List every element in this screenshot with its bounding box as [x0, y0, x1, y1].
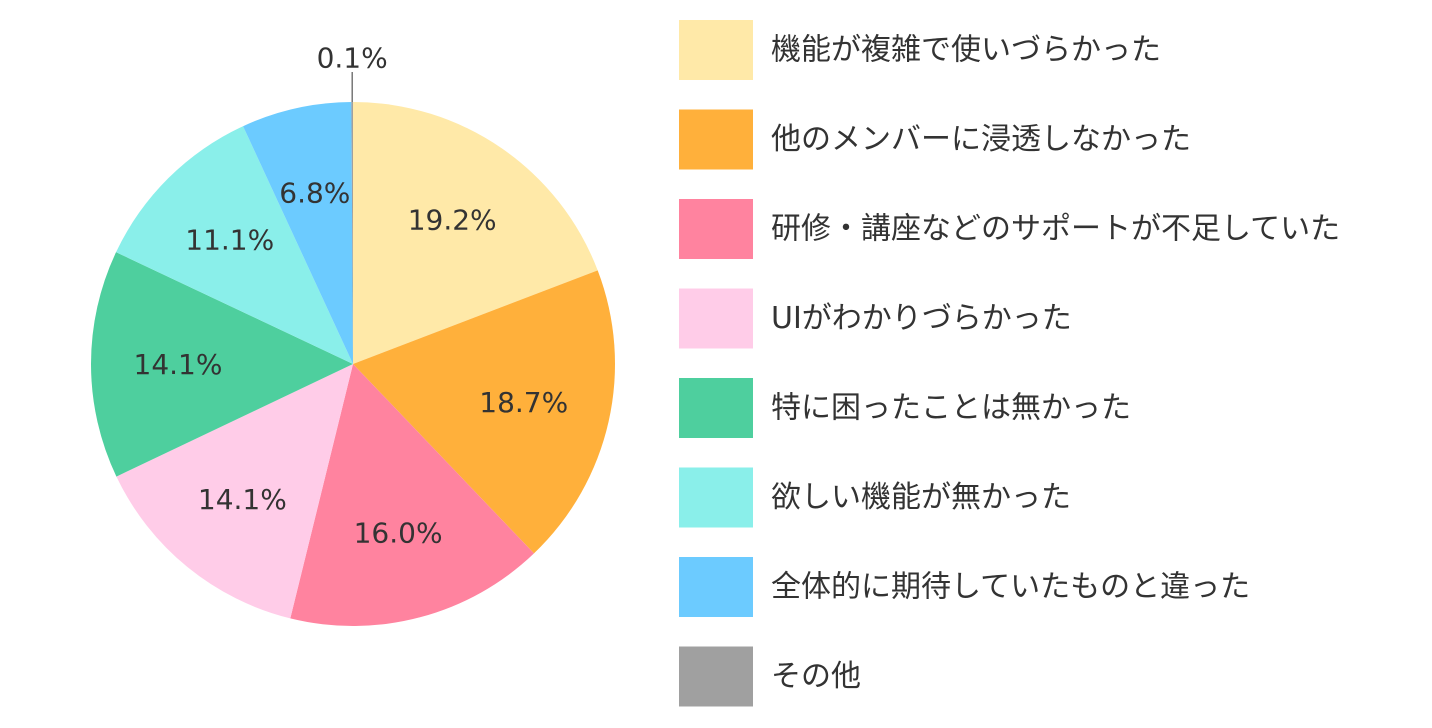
legend-label-3: 研修・講座などのサポートが不足していた: [771, 212, 1340, 247]
legend-label-6: 欲しい機能が無かった: [771, 480, 1071, 515]
legend-label-5: 特に困ったことは無かった: [771, 391, 1131, 426]
legend-swatch-5: [679, 378, 753, 438]
pie-slices: [91, 102, 616, 626]
legend: 機能が複雑で使いづらかった他のメンバーに浸透しなかった研修・講座などのサポートが…: [679, 20, 1340, 707]
slice-percent-label-6: 11.1%: [185, 223, 274, 256]
slice-percent-label-7: 6.8%: [279, 177, 350, 210]
pie-slice-1: [353, 102, 598, 364]
legend-swatch-4: [679, 288, 753, 349]
legend-swatch-8: [679, 646, 753, 707]
legend-swatch-7: [679, 557, 753, 617]
pie-slice-4: [116, 364, 353, 619]
legend-swatch-3: [679, 199, 753, 259]
pie-slice-8: [351, 102, 353, 364]
slice-percent-label-8: 0.1%: [317, 42, 388, 75]
slice-percent-label-1: 19.2%: [408, 203, 497, 236]
legend-swatch-6: [679, 467, 753, 528]
pie-slice-5: [91, 252, 354, 477]
callout-group: 0.1%: [317, 42, 388, 103]
slice-percent-label-2: 18.7%: [479, 386, 568, 419]
pie-slice-3: [290, 364, 534, 626]
legend-swatch-1: [679, 20, 753, 80]
legend-swatch-2: [679, 109, 753, 170]
slice-percent-label-4: 14.1%: [198, 483, 287, 516]
legend-label-1: 機能が複雑で使いづらかった: [771, 33, 1161, 68]
legend-label-8: その他: [771, 659, 861, 694]
legend-label-7: 全体的に期待していたものと違った: [771, 570, 1250, 605]
legend-label-4: UIがわかりづらかった: [771, 301, 1072, 336]
slice-percent-label-3: 16.0%: [354, 517, 443, 550]
pie-slice-2: [353, 270, 616, 554]
legend-label-2: 他のメンバーに浸透しなかった: [771, 122, 1191, 157]
percent-labels: 19.2% 18.7% 16.0% 14.1% 14.1% 11.1%6.8%: [134, 177, 569, 550]
pie-slice-6: [116, 126, 354, 364]
pie-slice-7: [243, 102, 353, 365]
slice-percent-label-5: 14.1%: [134, 348, 223, 381]
